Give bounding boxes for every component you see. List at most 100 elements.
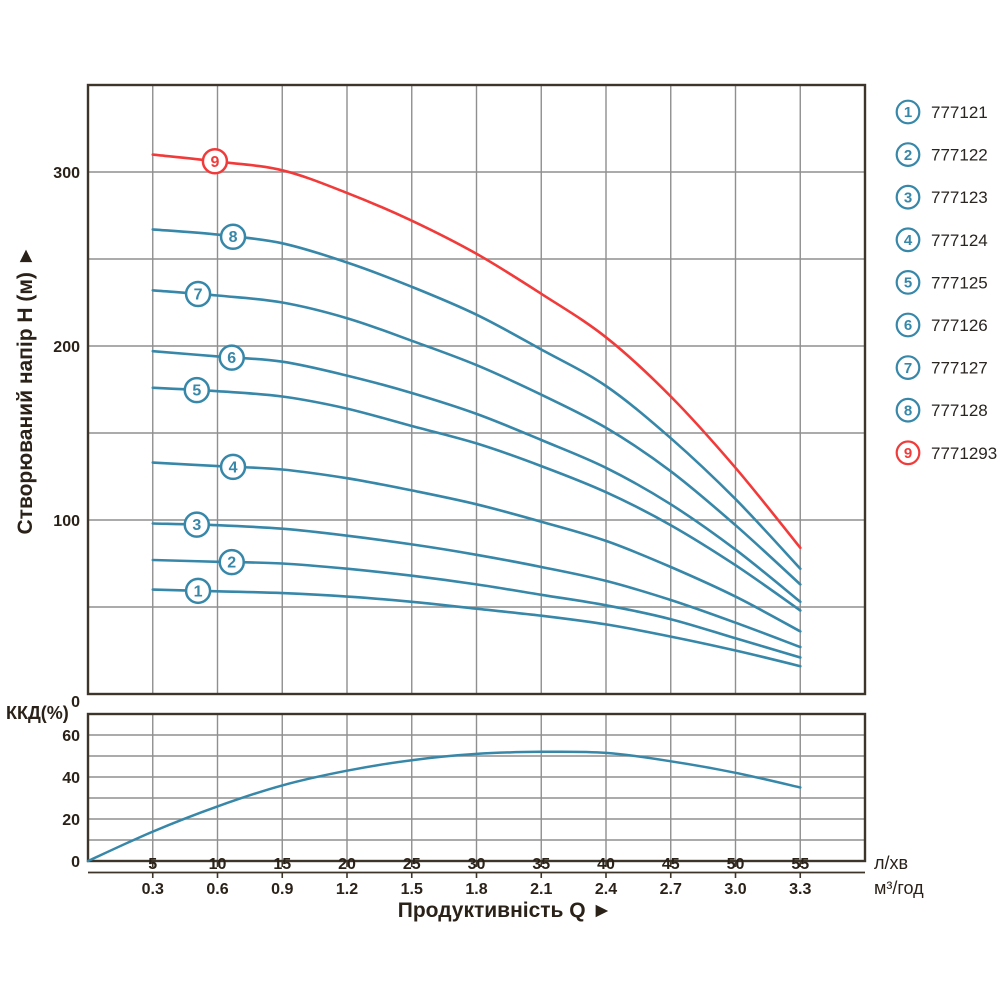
eff-y-tick-60: 60 [62, 728, 80, 745]
legend-num-1: 1 [904, 104, 912, 121]
x-tick-lmin-5: 5 [148, 856, 157, 873]
legend-num-3: 3 [904, 189, 912, 206]
curve-3 [151, 522, 802, 649]
legend: 1 777121 2 777122 3 777123 4 777124 5 777125 6 7771… [895, 99, 997, 466]
legend-item-4: 4 777124 [895, 227, 988, 253]
curve-marker-num-7: 7 [194, 286, 203, 303]
x-tick-m3h-0.9: 0.9 [271, 881, 293, 898]
curve-marker-num-6: 6 [227, 350, 236, 367]
legend-num-2: 2 [904, 147, 912, 164]
curve-marker-num-4: 4 [229, 459, 238, 476]
legend-num-7: 7 [904, 360, 912, 377]
legend-num-5: 5 [904, 275, 912, 292]
x-tick-lmin-35: 35 [532, 856, 550, 873]
eff-y-tick-40: 40 [62, 770, 80, 787]
eff-plot-border [86, 712, 867, 863]
curve-6 [151, 349, 802, 604]
legend-marker-7 [895, 355, 921, 381]
x-tick-m3h-1.8: 1.8 [465, 881, 487, 898]
curve-marker-8 [219, 223, 247, 250]
curve-1 [151, 588, 802, 668]
head-y-tick-100: 100 [53, 513, 80, 530]
curves-layer [86, 153, 802, 863]
curve-markers-layer: 1 2 3 4 5 6 7 8 9 [183, 148, 247, 605]
x-tick-m3h-3.3: 3.3 [789, 881, 811, 898]
x-unit-m3h: м³/год [874, 878, 924, 898]
efficiency-curve [86, 750, 802, 863]
y-axis-title: Створюваний напір H (м) ► [14, 245, 37, 534]
legend-marker-5 [895, 270, 921, 295]
legend-num-6: 6 [904, 317, 912, 334]
curve-5 [151, 386, 802, 612]
legend-num-9: 9 [904, 445, 912, 462]
legend-item-3: 3 777123 [895, 184, 988, 210]
legend-num-4: 4 [904, 232, 913, 249]
x-tick-lmin-45: 45 [662, 856, 680, 873]
legend-code-3: 777123 [931, 188, 988, 207]
legend-marker-8 [895, 397, 921, 423]
legend-marker-3 [895, 184, 921, 210]
legend-item-8: 8 777128 [895, 397, 988, 423]
x-tick-lmin-55: 55 [791, 856, 809, 873]
x-tick-lmin-30: 30 [468, 856, 486, 873]
eff-y-tick-20: 20 [62, 812, 80, 829]
curve-marker-num-5: 5 [192, 383, 201, 400]
legend-marker-4 [895, 227, 921, 253]
curve-9 [151, 153, 802, 550]
legend-code-5: 777125 [931, 273, 988, 292]
curve-marker-2 [218, 548, 245, 576]
curve-marker-num-3: 3 [192, 517, 201, 534]
head-y-tick-300: 300 [53, 165, 80, 182]
curve-marker-num-9: 9 [210, 154, 219, 171]
x-tick-lmin-50: 50 [727, 856, 745, 873]
x-tick-m3h-2.4: 2.4 [595, 881, 617, 898]
curve-marker-num-2: 2 [227, 555, 236, 572]
curve-marker-3 [183, 511, 211, 538]
x-tick-m3h-1.5: 1.5 [401, 881, 423, 898]
x-tick-m3h-3.0: 3.0 [724, 881, 746, 898]
legend-item-5: 5 777125 [895, 270, 988, 295]
curve-marker-num-8: 8 [229, 229, 238, 246]
x-tick-lmin-20: 20 [338, 856, 356, 873]
x-tick-lmin-40: 40 [597, 856, 615, 873]
curve-marker-4 [219, 453, 247, 481]
x-unit-lmin: л/хв [874, 853, 908, 873]
eff-y-tick-0: 0 [71, 854, 80, 871]
legend-marker-6 [895, 312, 921, 338]
curve-marker-5 [183, 376, 211, 404]
legend-code-1: 777121 [931, 103, 988, 122]
legend-marker-9 [895, 440, 921, 466]
legend-code-4: 777124 [931, 231, 988, 250]
x-tick-m3h-1.2: 1.2 [336, 881, 358, 898]
legend-code-7: 777127 [931, 359, 988, 378]
head-y-tick-0: 0 [71, 694, 80, 711]
curve-marker-1 [184, 577, 212, 605]
legend-item-7: 7 777127 [895, 355, 988, 381]
curve-marker-num-1: 1 [194, 583, 203, 600]
x-tick-m3h-2.7: 2.7 [660, 881, 682, 898]
x-tick-m3h-2.1: 2.1 [530, 881, 552, 898]
efficiency-axis-label: ККД(%) [6, 703, 69, 723]
legend-code-8: 777128 [931, 401, 988, 420]
main-plot-border [86, 83, 867, 696]
head-y-tick-200: 200 [53, 339, 80, 356]
curve-8 [151, 228, 802, 570]
curve-4 [151, 461, 802, 633]
legend-item-6: 6 777126 [895, 312, 988, 338]
legend-num-8: 8 [904, 402, 912, 419]
x-tick-lmin-15: 15 [273, 856, 291, 873]
legend-code-6: 777126 [931, 316, 988, 335]
x-tick-lmin-10: 10 [209, 856, 227, 873]
legend-code-9: 7771293 [931, 444, 997, 463]
legend-item-9: 9 7771293 [895, 440, 997, 466]
curve-2 [151, 558, 802, 659]
legend-item-2: 2 777122 [895, 142, 988, 168]
legend-code-2: 777122 [931, 146, 988, 165]
legend-marker-2 [895, 142, 921, 168]
grid-layer [86, 83, 867, 863]
x-axis-title: Продуктивність Q ► [398, 899, 613, 922]
legend-item-1: 1 777121 [895, 99, 988, 125]
